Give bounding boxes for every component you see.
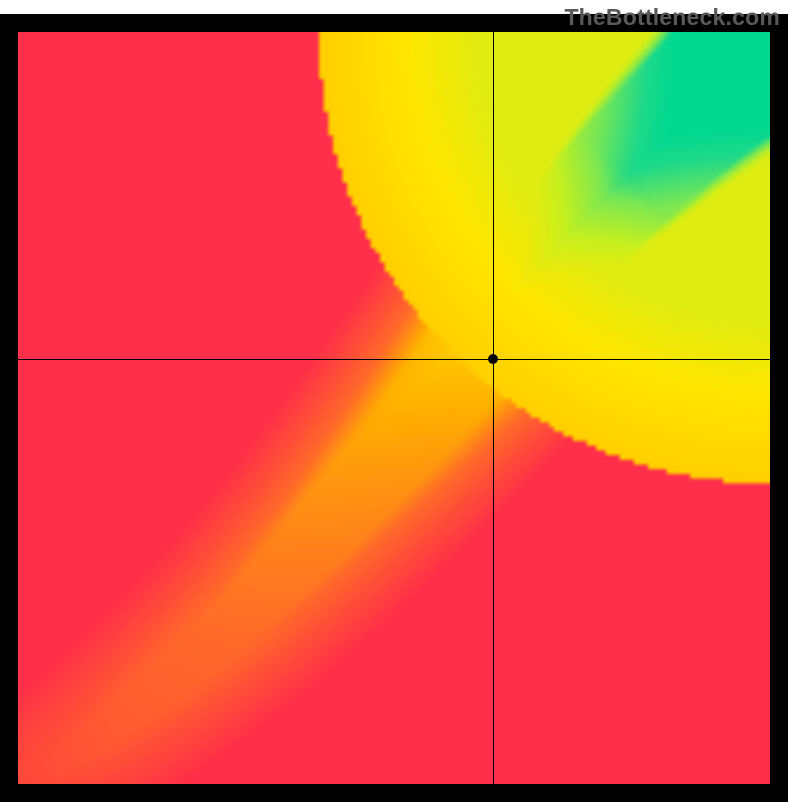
heatmap-canvas xyxy=(18,32,770,784)
chart-container: TheBottleneck.com xyxy=(0,0,800,800)
watermark-text: TheBottleneck.com xyxy=(564,4,780,31)
